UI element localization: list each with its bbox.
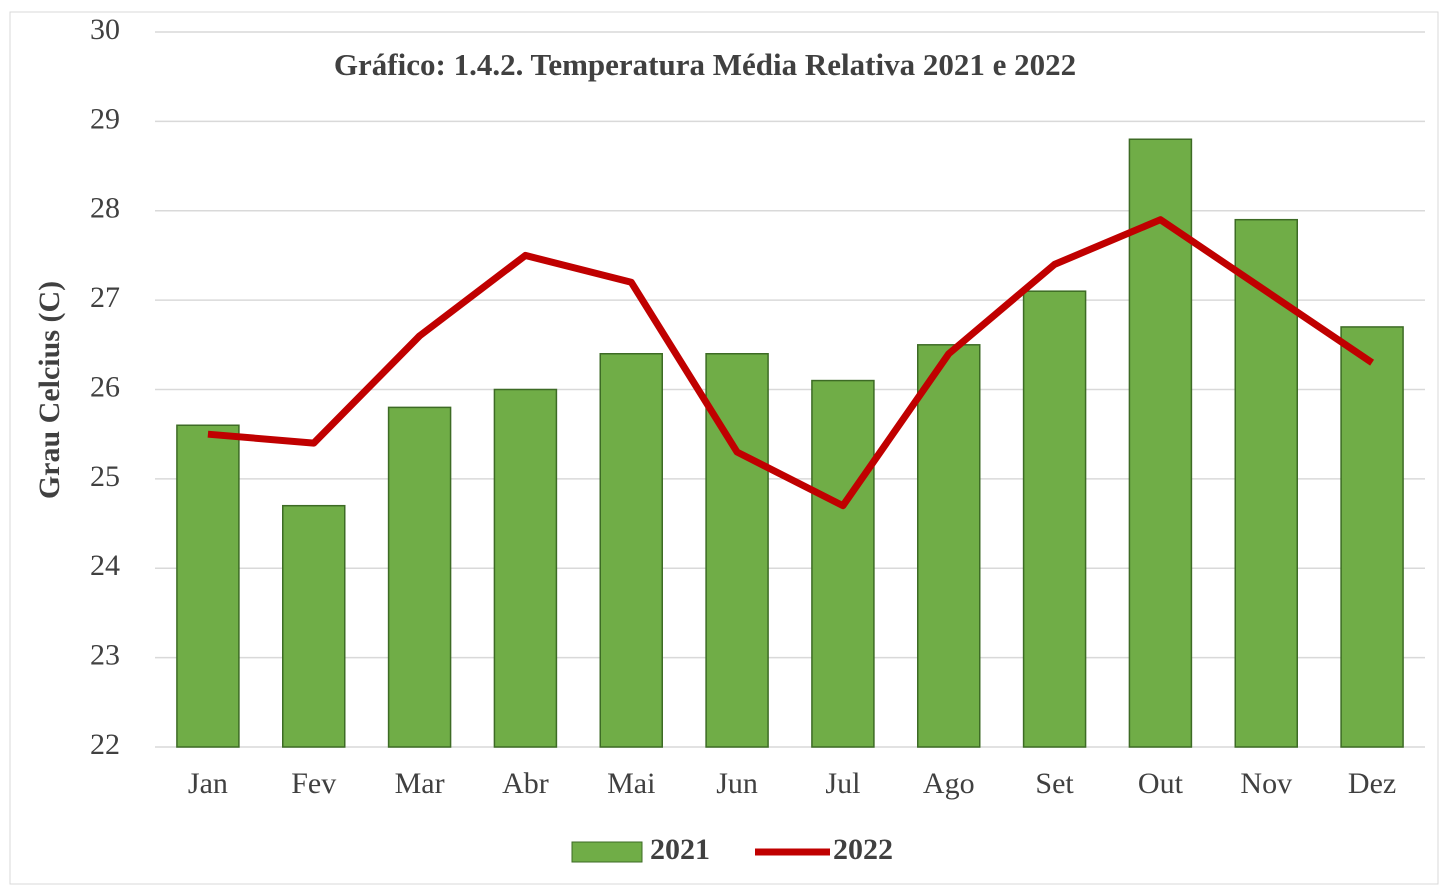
y-tick-label: 29	[90, 102, 120, 135]
y-tick-label: 28	[90, 192, 120, 225]
bar	[493, 388, 558, 748]
chart-border	[9, 11, 1439, 885]
y-tick-label: 25	[90, 460, 120, 493]
y-tick-label: 27	[90, 281, 120, 314]
bar	[1128, 138, 1193, 748]
bar	[387, 406, 452, 748]
bar	[705, 353, 769, 748]
legend-swatch	[571, 841, 643, 863]
bar	[1340, 326, 1404, 748]
x-tick-label: Set	[1035, 767, 1074, 800]
bar	[176, 424, 240, 748]
line	[207, 216, 1375, 510]
x-tick-label: Nov	[1240, 767, 1292, 800]
bar	[282, 504, 346, 748]
bar	[917, 344, 981, 748]
y-tick-label: 23	[90, 639, 120, 672]
bar	[811, 379, 875, 748]
x-tick-label: Jan	[188, 767, 228, 800]
legend-label: 2021	[650, 833, 710, 866]
x-tick-label: Abr	[502, 767, 549, 800]
y-axis-label: Grau Celcius (C)	[33, 281, 66, 499]
bar	[1022, 290, 1087, 748]
y-tick-label: 22	[90, 728, 120, 761]
x-tick-label: Mar	[395, 767, 445, 800]
x-tick-label: Jul	[825, 767, 860, 800]
y-tick-label: 26	[90, 370, 120, 403]
legend-label: 2022	[833, 833, 893, 866]
x-tick-label: Dez	[1348, 767, 1396, 800]
chart-title: Gráfico: 1.4.2. Temperatura Média Relati…	[334, 47, 1076, 82]
x-tick-label: Mai	[607, 767, 655, 800]
y-tick-label: 30	[90, 13, 120, 46]
x-tick-label: Out	[1138, 767, 1184, 800]
y-tick-label: 24	[90, 549, 120, 582]
x-tick-label: Ago	[923, 767, 975, 800]
bar	[599, 353, 663, 748]
x-tick-label: Jun	[716, 767, 758, 800]
x-tick-label: Fev	[291, 767, 336, 800]
bar	[1234, 218, 1298, 748]
